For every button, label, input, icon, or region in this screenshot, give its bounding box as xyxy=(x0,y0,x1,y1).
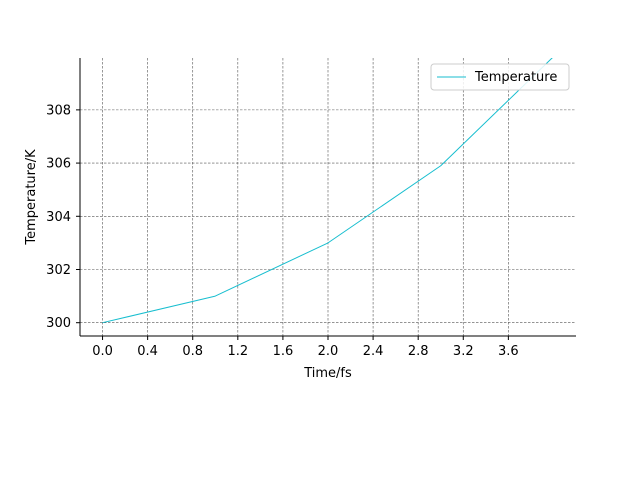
legend-label-temperature: Temperature xyxy=(474,70,557,85)
y-tick-label: 306 xyxy=(46,157,71,172)
series-line-temperature xyxy=(102,58,553,324)
y-tick-label: 300 xyxy=(46,316,71,331)
x-tick-label: 0.4 xyxy=(137,344,158,359)
x-tick-label: 3.2 xyxy=(453,344,474,359)
grid xyxy=(80,58,576,336)
series-layer xyxy=(102,58,553,324)
x-ticks: 0.0 0.4 0.8 1.2 1.6 2.0 2.4 2.8 3.2 3.6 xyxy=(92,336,519,359)
x-tick-label: 2.4 xyxy=(363,344,384,359)
x-tick-label: 1.2 xyxy=(227,344,248,359)
legend: Temperature xyxy=(430,63,570,91)
y-tick-label: 302 xyxy=(46,263,71,278)
y-ticks: 300 302 304 306 308 xyxy=(46,103,80,331)
x-axis-label: Time/fs xyxy=(303,366,352,381)
x-tick-label: 1.6 xyxy=(273,344,294,359)
x-tick-label: 0.0 xyxy=(92,344,113,359)
y-tick-label: 304 xyxy=(46,210,71,225)
x-tick-label: 3.6 xyxy=(498,344,519,359)
y-axis-label: Temperature/K xyxy=(24,149,39,246)
x-tick-label: 0.8 xyxy=(182,344,203,359)
legend-box xyxy=(430,63,570,91)
x-tick-label: 2.0 xyxy=(318,344,339,359)
y-tick-label: 308 xyxy=(46,103,71,118)
x-tick-label: 2.8 xyxy=(408,344,429,359)
